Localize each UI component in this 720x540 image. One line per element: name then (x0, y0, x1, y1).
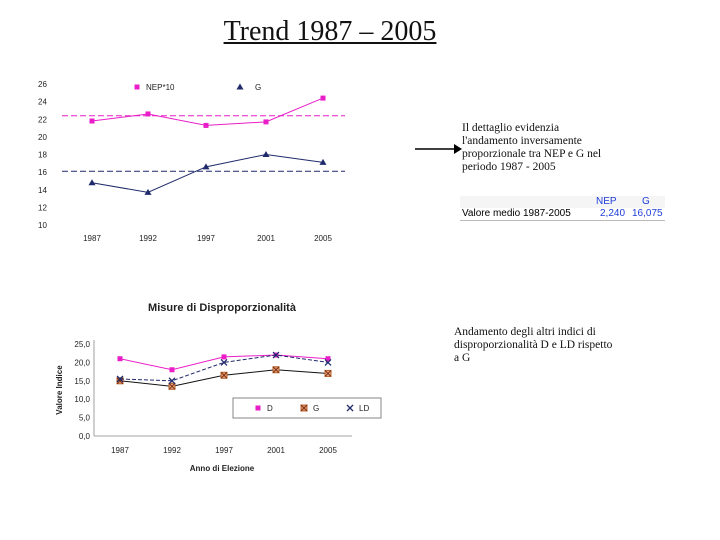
point-ld (272, 351, 280, 359)
point-nep (145, 111, 151, 117)
point-ld (220, 358, 228, 366)
x-tick-label: 1997 (197, 234, 215, 243)
avg-value-g: 16,075 (632, 208, 663, 219)
point-d (117, 356, 123, 362)
chart-disproportionality: Misure di Disproporzionalità Anno di Elez… (55, 302, 382, 473)
x-tick-label: 1997 (215, 446, 233, 455)
point-g-cross (220, 371, 228, 379)
y-tick-label: 20 (38, 133, 47, 142)
x-tick-label: 2005 (314, 234, 332, 243)
y-tick-label: 20,0 (74, 358, 90, 367)
point-g-cross (168, 382, 176, 390)
y-tick-label: 16 (38, 168, 47, 177)
y-tick-label: 10,0 (74, 395, 90, 404)
y-tick-label: 24 (38, 98, 47, 107)
series-line-nep (91, 97, 324, 126)
point-g (88, 179, 96, 186)
legend-label-nep: NEP*10 (146, 83, 175, 92)
point-nep (320, 95, 326, 101)
legend-marker-g (236, 83, 244, 90)
legend-label-ld: LD (359, 404, 369, 413)
point-d (169, 367, 175, 373)
x-tick-label: 2001 (267, 446, 285, 455)
legend-label-d: D (267, 404, 273, 413)
series-line-ld (119, 354, 329, 382)
y-tick-label: 22 (38, 115, 47, 124)
x-tick-label: 1987 (83, 234, 101, 243)
avg-header-g: G (642, 196, 650, 207)
y-tick-label: 14 (38, 186, 47, 195)
legend-label-g: G (313, 404, 319, 413)
x-tick-label: 2001 (257, 234, 275, 243)
legend-marker-ld (346, 404, 354, 412)
arrow-icon (415, 144, 462, 154)
point-d (325, 356, 331, 362)
y-tick-label: 18 (38, 151, 47, 160)
legend-marker-nep (134, 84, 140, 90)
point-g-cross (272, 366, 280, 374)
y-tick-label: 10 (38, 221, 47, 230)
chart-title: Misure di Disproporzionalità (148, 302, 297, 314)
point-d (221, 354, 227, 360)
point-nep (89, 118, 95, 124)
point-nep (203, 122, 209, 128)
y-tick-label: 15,0 (74, 377, 90, 386)
page-title: Trend 1987 – 2005 (223, 16, 437, 47)
point-g (144, 188, 152, 195)
point-g (262, 151, 270, 157)
y-tick-label: 0,0 (79, 432, 91, 441)
point-nep (263, 119, 269, 125)
point-g-cross (324, 370, 332, 377)
y-axis-label: Valore Indice (55, 365, 64, 415)
legend-label-g: G (255, 83, 261, 92)
x-tick-label: 1992 (163, 446, 181, 455)
x-tick-label: 2005 (319, 446, 337, 455)
y-tick-label: 5,0 (79, 414, 91, 423)
series-line-g (91, 153, 324, 193)
avg-header-nep: NEP (596, 196, 617, 207)
chart-nep-g: 26 24 22 20 18 16 14 12 10 1987 1992 1997 2001 2005 NE… (38, 80, 345, 243)
point-ld (324, 358, 332, 366)
y-tick-label: 12 (38, 203, 47, 212)
average-table: NEP G Valore medio 1987-2005 2,240 16,07… (460, 196, 665, 222)
legend-marker-d (255, 405, 261, 411)
x-tick-label: 1992 (139, 234, 157, 243)
note-other-indices: Andamento degli altri indici di dispropo… (454, 326, 613, 364)
avg-row-label: Valore medio 1987-2005 (462, 208, 571, 219)
point-g (319, 158, 327, 165)
legend-marker-g-cross (300, 404, 308, 412)
y-tick-label: 26 (38, 80, 47, 89)
x-axis-label: Anno di Elezione (190, 464, 255, 473)
point-ld (168, 377, 176, 385)
avg-value-nep: 2,240 (600, 208, 626, 219)
x-tick-label: 1987 (111, 446, 129, 455)
y-tick-label: 25,0 (74, 340, 90, 349)
point-g (202, 163, 210, 170)
note-inverse-relation: Il dettaglio evidenzia l'andamento inver… (462, 122, 602, 173)
point-ld (116, 375, 124, 383)
